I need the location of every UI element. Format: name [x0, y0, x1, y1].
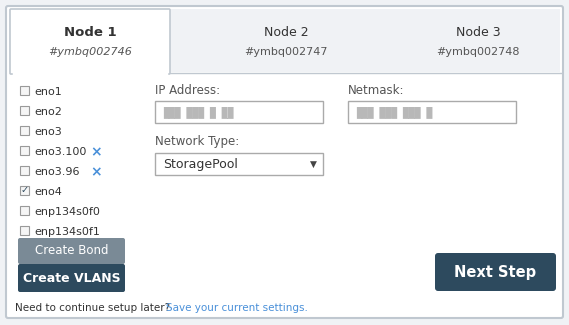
Bar	[348, 101, 516, 123]
Text: Node 3: Node 3	[456, 25, 500, 38]
Bar	[20, 226, 29, 235]
Text: Next Step: Next Step	[455, 265, 537, 279]
Text: Network Type:: Network Type:	[155, 136, 239, 149]
Bar	[20, 146, 29, 155]
Bar	[20, 166, 29, 175]
Text: eno3.100: eno3.100	[34, 147, 86, 157]
Bar	[155, 101, 323, 123]
Text: Create Bond: Create Bond	[35, 244, 108, 257]
Bar	[20, 106, 29, 115]
Text: Node 2: Node 2	[263, 25, 308, 38]
FancyBboxPatch shape	[435, 253, 556, 291]
FancyBboxPatch shape	[10, 9, 170, 74]
Bar	[20, 86, 29, 95]
Text: #ymbq002746: #ymbq002746	[48, 47, 132, 57]
Text: enp134s0f0: enp134s0f0	[34, 207, 100, 217]
FancyBboxPatch shape	[18, 264, 125, 292]
Text: Save your current settings.: Save your current settings.	[166, 303, 308, 313]
FancyBboxPatch shape	[6, 6, 563, 318]
Text: eno1: eno1	[34, 87, 62, 97]
Text: ✓: ✓	[20, 186, 28, 196]
Text: Netmask:: Netmask:	[348, 84, 405, 97]
Text: ███ ███ █ ██: ███ ███ █ ██	[163, 107, 233, 118]
Bar	[155, 153, 323, 175]
Text: eno4: eno4	[34, 187, 62, 197]
Text: IP Address:: IP Address:	[155, 84, 220, 97]
Text: eno3: eno3	[34, 127, 62, 137]
Text: enp134s0f1: enp134s0f1	[34, 227, 100, 237]
Text: Node 1: Node 1	[64, 25, 116, 38]
Text: Need to continue setup later?: Need to continue setup later?	[15, 303, 170, 313]
Bar	[20, 126, 29, 135]
Bar	[20, 186, 29, 195]
Text: ×: ×	[90, 165, 102, 179]
Text: Create VLANS: Create VLANS	[23, 271, 120, 284]
Text: eno3.96: eno3.96	[34, 167, 80, 177]
Text: #ymbq002748: #ymbq002748	[436, 47, 519, 57]
Text: eno2: eno2	[34, 107, 62, 117]
Bar	[9, 9, 560, 72]
Text: StoragePool: StoragePool	[163, 158, 238, 171]
Text: ▼: ▼	[310, 160, 316, 169]
FancyBboxPatch shape	[18, 238, 125, 264]
Bar	[20, 206, 29, 215]
Text: #ymbq002747: #ymbq002747	[244, 47, 328, 57]
Text: ███ ███ ███ █: ███ ███ ███ █	[356, 107, 432, 118]
Text: ×: ×	[90, 145, 102, 159]
